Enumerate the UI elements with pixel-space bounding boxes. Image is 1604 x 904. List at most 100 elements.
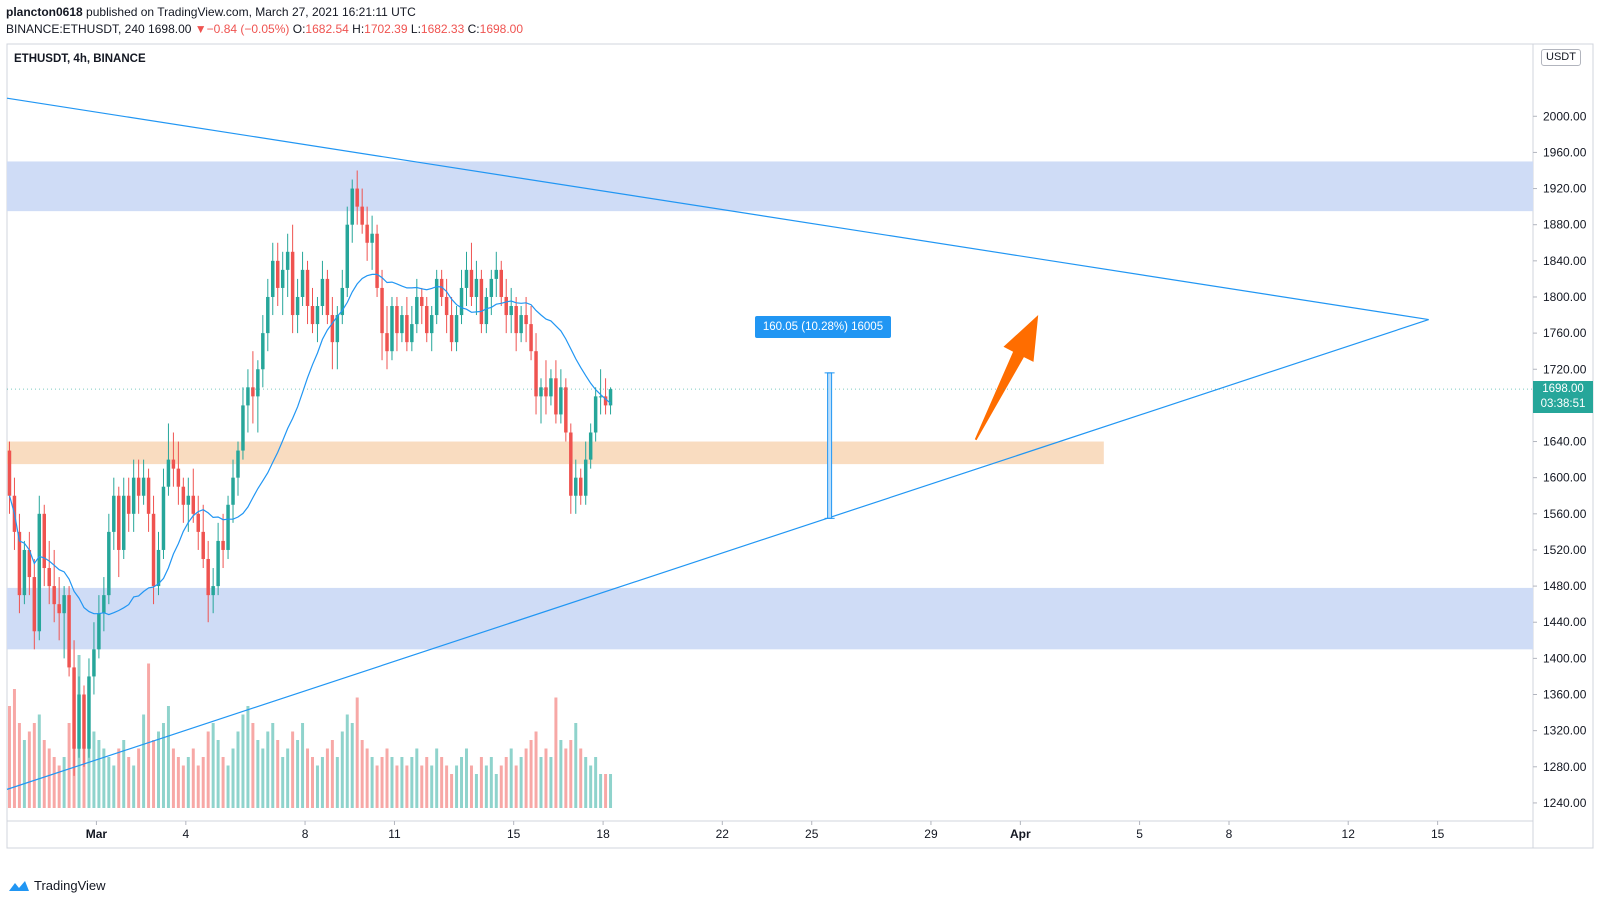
volume-bar [415,748,419,808]
candle-body [320,278,325,307]
volume-bar [464,748,468,808]
price-tick-label: 1800.00 [1543,290,1587,304]
candle-body [236,450,240,478]
price-tick-label: 1720.00 [1543,362,1587,376]
volume-bar [276,740,280,808]
candle-body [42,513,46,569]
candle-body [196,513,200,532]
candle-body [102,595,106,614]
candle-body [285,251,290,270]
volume-bar [236,731,240,808]
candle-body [494,269,499,279]
volume-bar [469,765,473,808]
volume-bar [42,740,46,808]
volume-bar [474,774,478,808]
volume-bar [67,723,71,808]
candle-body [57,604,61,614]
candle-body [598,396,603,398]
volume-bar [92,731,96,808]
candle-body [241,405,245,451]
publish-info: plancton0618 published on TradingView.co… [6,4,416,20]
candle-body [206,558,210,596]
candle-body [126,495,131,514]
volume-bar [142,714,146,808]
candle-body [459,287,464,316]
candle-body [226,504,230,550]
volume-bar [494,774,498,808]
measure-range [827,372,833,519]
candle-body [305,269,310,307]
candle-body [425,306,429,334]
volume-bar [7,706,11,808]
currency-unit-label[interactable]: USDT [1541,49,1581,66]
candle-body [350,188,354,225]
volume-bar [122,740,126,808]
price-tick-label: 1400.00 [1543,651,1587,665]
volume-bar [176,757,180,808]
candle-body [97,613,101,650]
footer-brand[interactable]: TradingView [8,878,106,893]
volume-bar [117,748,121,808]
candle-body [280,269,285,288]
volume-bar [37,714,41,808]
candle-body [355,188,359,207]
candle-body [405,315,409,343]
candle-body [529,324,533,352]
candle-body [186,495,191,505]
volume-bar [311,757,314,808]
candle-body [484,296,489,325]
candle-body [395,306,399,334]
candle-body [325,278,330,316]
candle-body [519,315,523,334]
volume-bar [171,748,175,808]
last-price: 1698.00 [148,22,192,36]
volume-bar [27,731,31,808]
open-value: 1682.54 [305,22,349,36]
volume-bar [509,748,513,808]
candle-body [266,296,270,334]
volume-bar [539,757,543,808]
candle-body [221,540,225,550]
candle-body [504,296,508,316]
candle-body [330,315,335,343]
price-tick-label: 1640.00 [1543,435,1587,449]
measure-label[interactable]: 160.05 (10.28%) 16005 [755,316,891,338]
volume-bar [315,765,319,808]
price-tick-label: 1920.00 [1543,182,1587,196]
close-value: 1698.00 [479,22,524,36]
volume-bar [340,731,344,808]
symbol-ohlc-line: BINANCE:ETHUSDT, 240 1698.00 ▼−0.84 (−0.… [6,21,523,37]
volume-bar [519,757,523,808]
volume-bar [554,697,558,808]
price-tick-label: 1880.00 [1543,218,1587,232]
price-tick-label: 1440.00 [1543,615,1587,629]
volume-bar [47,748,51,808]
volume-bar [425,757,429,808]
candle-body [444,296,449,316]
price-tick-label: 1480.00 [1543,579,1587,593]
candle-body [107,531,111,596]
price-tick-label: 1360.00 [1543,688,1587,702]
current-price: 1698.00 [1542,383,1584,396]
volume-bar [430,765,434,808]
candle-body [489,278,494,297]
author-name[interactable]: plancton0618 [6,5,83,19]
volume-bar [440,757,444,808]
volume-bar [400,757,404,808]
volume-bar [365,748,369,808]
time-tick-label: 4 [182,827,189,841]
brand-name: TradingView [34,878,106,893]
volume-bar [147,663,151,808]
candle-body [136,477,141,496]
volume-bar [504,757,508,808]
candle-body [499,269,503,297]
candle-body [27,549,32,578]
volume-bar [22,740,26,808]
candle-body [479,278,484,325]
volume-bar [489,757,493,808]
time-tick-label: 22 [716,827,730,841]
price-tick-label: 1600.00 [1543,471,1587,485]
candle-body [7,450,12,496]
volume-bar [107,757,111,808]
